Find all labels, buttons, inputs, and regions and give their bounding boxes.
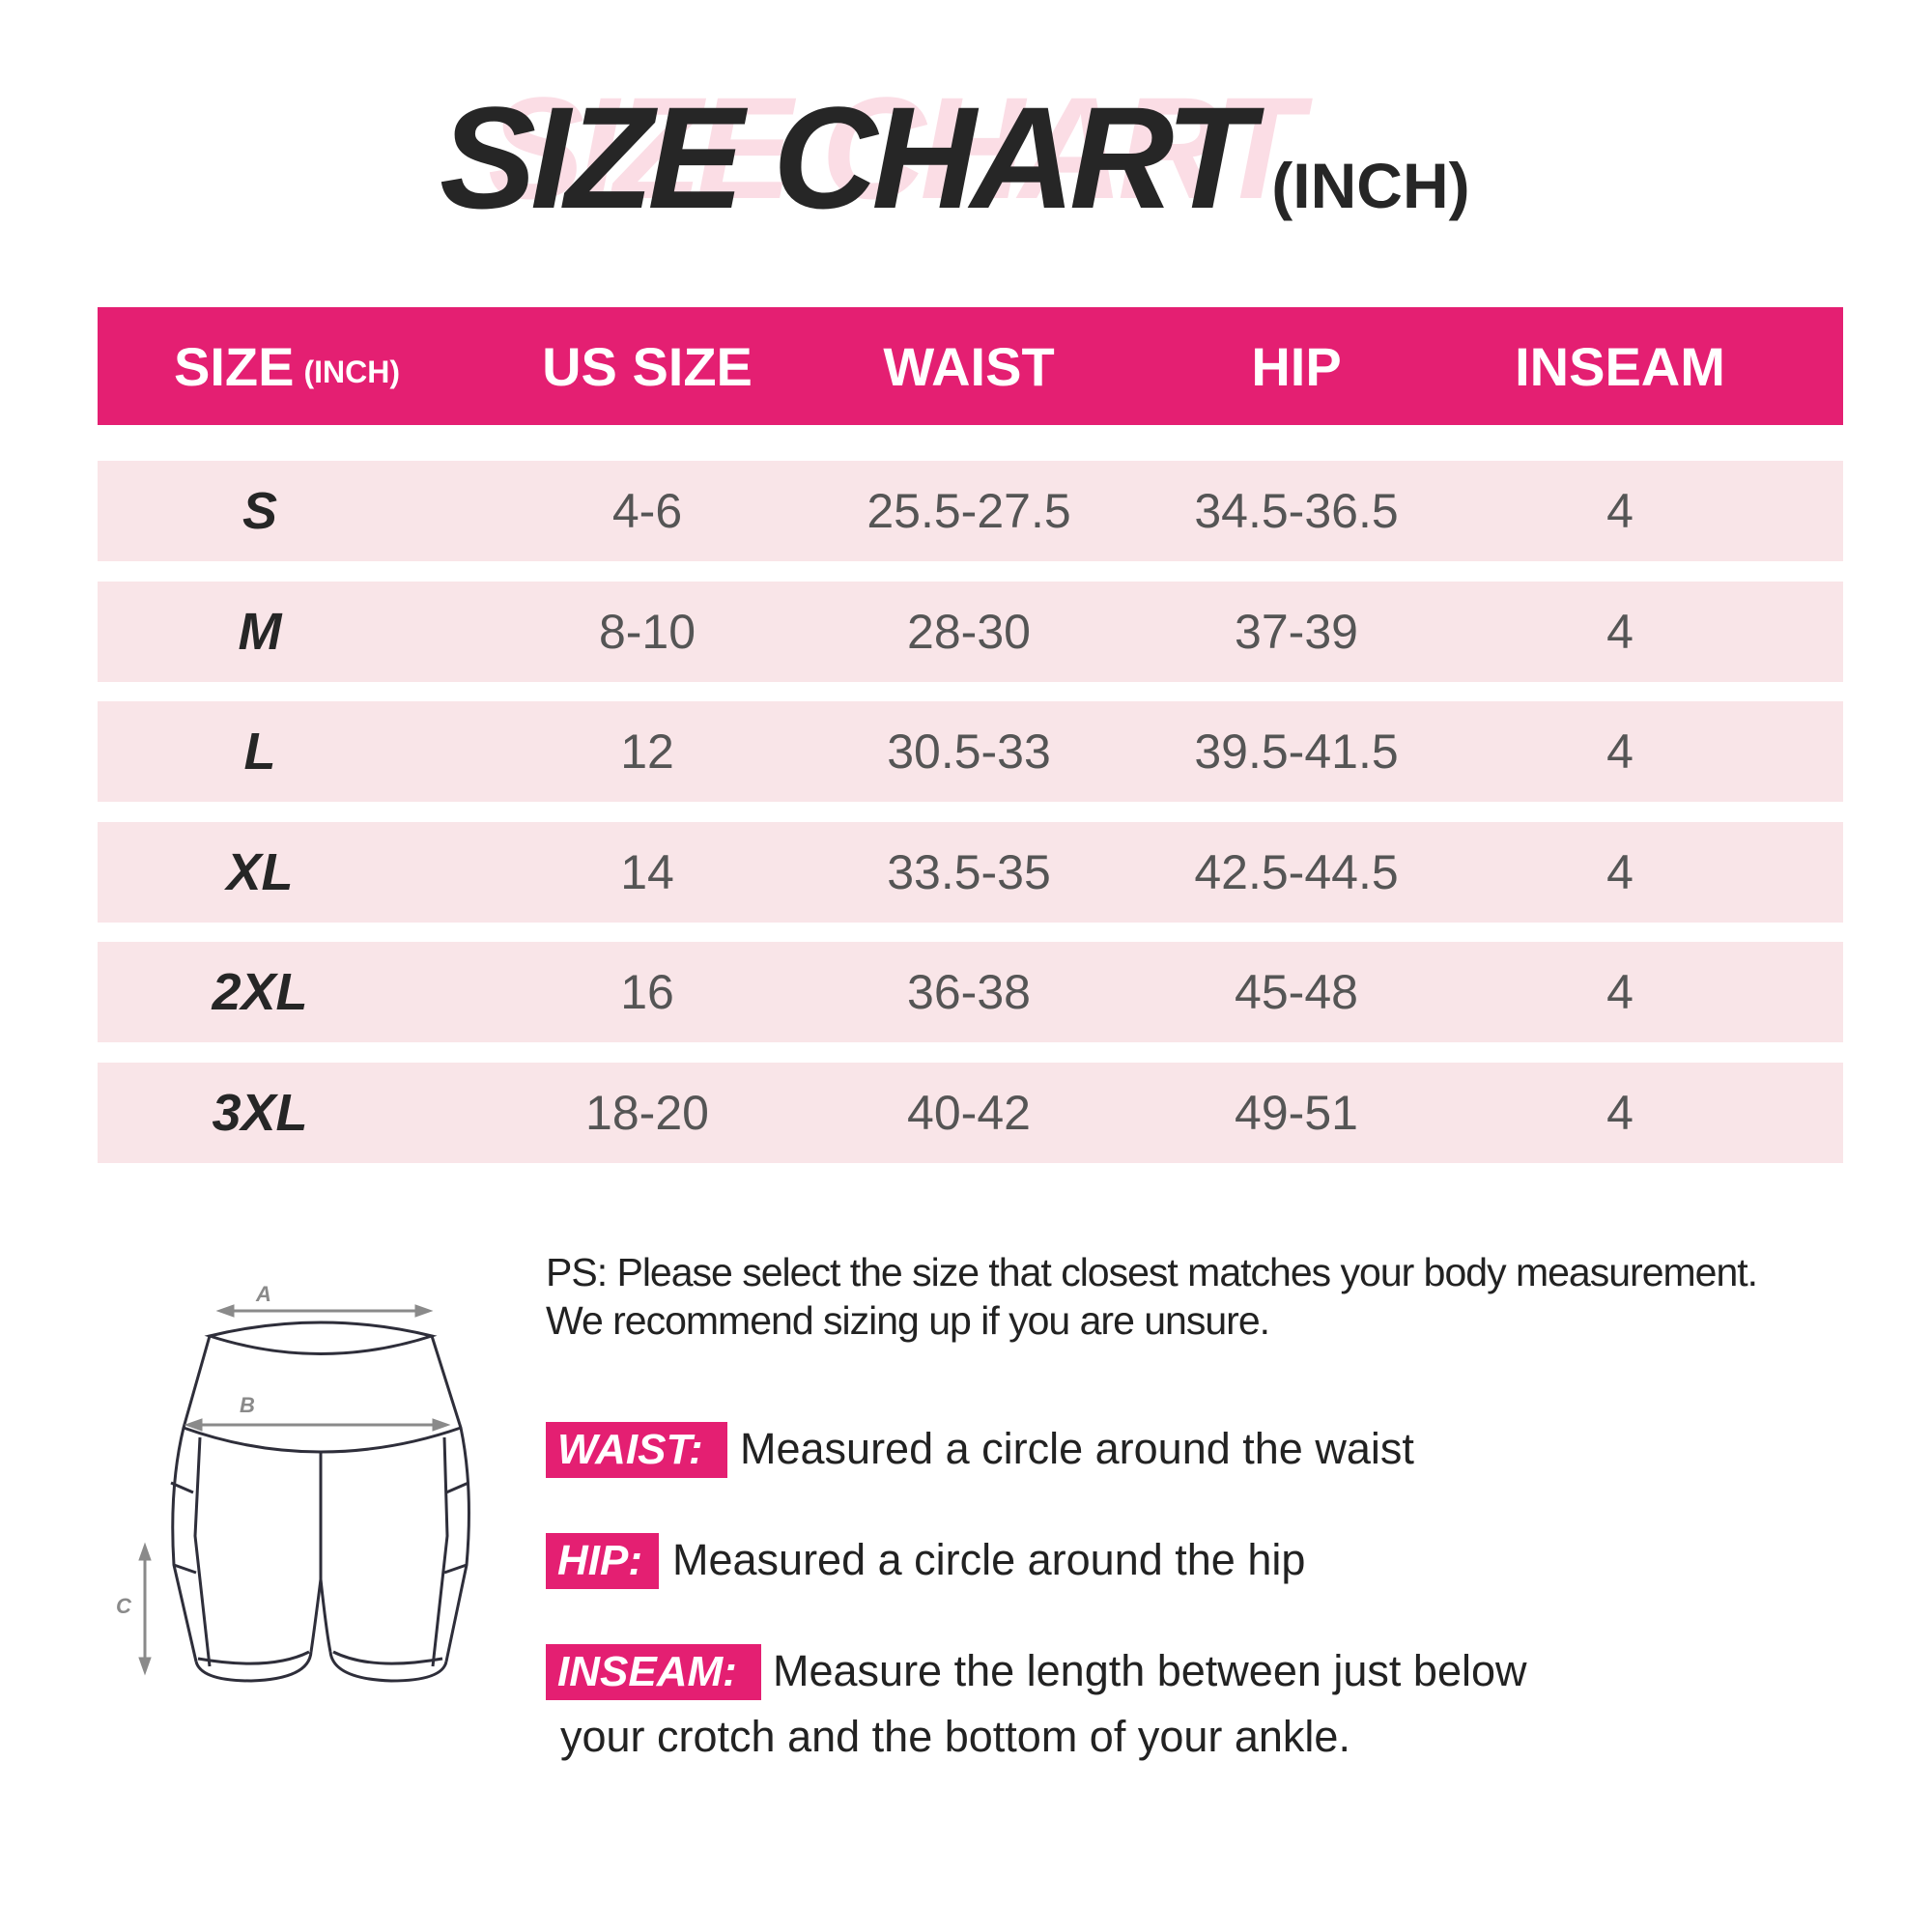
- cell-waist: 33.5-35: [887, 844, 1051, 899]
- shorts-diagram: A B C: [116, 1282, 470, 1683]
- header-hip: HIP: [1251, 335, 1342, 397]
- measurement-arrows: [138, 1304, 451, 1676]
- cell-hip: 34.5-36.5: [1194, 484, 1399, 538]
- cell-us-size: 14: [620, 844, 674, 899]
- label-a: A: [255, 1282, 271, 1306]
- cell-inseam: 4: [1606, 965, 1634, 1019]
- table-row: S 4-6 25.5-27.5 34.5-36.5 4: [98, 461, 1843, 561]
- table-row: 2XL 16 36-38 45-48 4: [98, 942, 1843, 1042]
- cell-waist: 30.5-33: [887, 724, 1051, 779]
- cell-waist: 40-42: [907, 1085, 1031, 1140]
- shorts-outline: [170, 1321, 470, 1683]
- cell-waist: 36-38: [907, 965, 1031, 1019]
- waist-tag: WAIST:: [546, 1422, 727, 1478]
- cell-us-size: 16: [620, 965, 674, 1019]
- hip-description: Measured a circle around the hip: [672, 1535, 1306, 1584]
- cell-hip: 45-48: [1235, 965, 1358, 1019]
- inseam-description-line2: your crotch and the bottom of your ankle…: [560, 1712, 1350, 1761]
- ps-line-1: PS: Please select the size that closest …: [546, 1250, 1758, 1294]
- table-row: L 12 30.5-33 39.5-41.5 4: [98, 701, 1843, 802]
- table-row: XL 14 33.5-35 42.5-44.5 4: [98, 821, 1843, 923]
- table-header: SIZE (INCH) US SIZE WAIST HIP INSEAM: [98, 307, 1843, 425]
- inseam-description: Measure the length between just below: [773, 1646, 1527, 1695]
- table-row: M 8-10 28-30 37-39 4: [98, 581, 1843, 682]
- cell-inseam: 4: [1606, 604, 1634, 659]
- ps-note: PS: Please select the size that closest …: [546, 1248, 1758, 1345]
- cell-us-size: 18-20: [585, 1085, 709, 1140]
- cell-size: XL: [226, 842, 294, 901]
- ps-line-2: We recommend sizing up if you are unsure…: [546, 1298, 1270, 1343]
- header-size-unit: (INCH): [303, 354, 400, 389]
- waist-description: Measured a circle around the waist: [740, 1424, 1414, 1473]
- cell-hip: 39.5-41.5: [1194, 724, 1399, 779]
- title-unit: (INCH): [1271, 150, 1470, 221]
- header-waist: WAIST: [883, 335, 1055, 397]
- cell-us-size: 8-10: [598, 604, 696, 659]
- cell-size: 2XL: [212, 963, 308, 1021]
- cell-waist: 28-30: [907, 604, 1031, 659]
- cell-inseam: 4: [1606, 1085, 1634, 1140]
- cell-size: L: [243, 723, 276, 781]
- header-size-label: SIZE: [174, 335, 295, 397]
- cell-inseam: 4: [1606, 484, 1634, 538]
- page-title: SIZE CHART (INCH): [440, 85, 1470, 230]
- cell-size: M: [238, 602, 282, 661]
- label-c: C: [116, 1594, 132, 1618]
- cell-inseam: 4: [1606, 844, 1634, 899]
- label-b: B: [240, 1393, 255, 1417]
- cell-size: S: [242, 482, 278, 540]
- table-row: 3XL 18-20 40-42 49-51 4: [98, 1062, 1843, 1163]
- title-text: SIZE CHART: [440, 76, 1254, 239]
- header-size: SIZE (INCH): [174, 307, 400, 425]
- cell-hip: 37-39: [1235, 604, 1358, 659]
- cell-waist: 25.5-27.5: [867, 484, 1071, 538]
- cell-size: 3XL: [212, 1083, 308, 1142]
- cell-inseam: 4: [1606, 724, 1634, 779]
- inseam-tag: INSEAM:: [546, 1644, 761, 1700]
- cell-hip: 42.5-44.5: [1194, 844, 1399, 899]
- cell-hip: 49-51: [1235, 1085, 1358, 1140]
- cell-us-size: 12: [620, 724, 674, 779]
- cell-us-size: 4-6: [611, 484, 683, 538]
- header-inseam: INSEAM: [1515, 335, 1725, 397]
- header-us-size: US SIZE: [542, 335, 753, 397]
- hip-tag: HIP:: [546, 1533, 659, 1589]
